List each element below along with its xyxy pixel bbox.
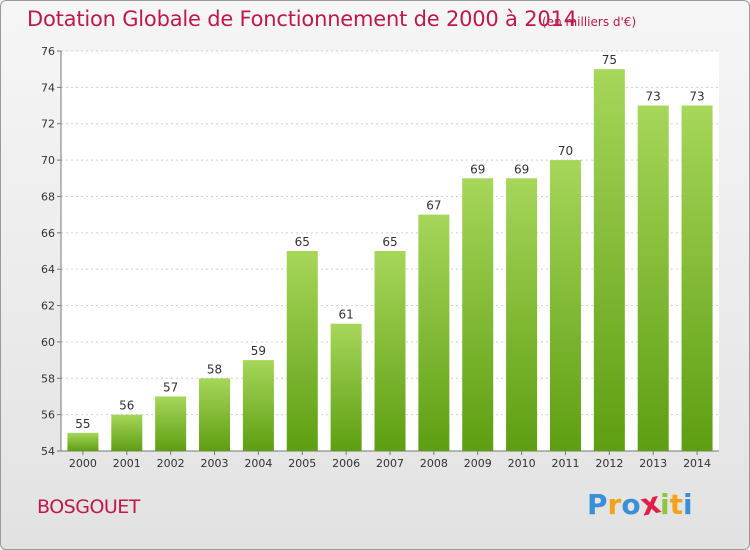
bar-2008: [418, 214, 450, 451]
value-label-2005: 65: [295, 235, 310, 249]
y-tick-label: 74: [41, 81, 55, 94]
x-tick-label-2012: 2012: [595, 457, 623, 470]
brand-letter: r: [607, 488, 622, 521]
y-tick-label: 54: [41, 445, 55, 458]
value-label-2013: 73: [646, 90, 661, 104]
x-tick-label-2001: 2001: [113, 457, 141, 470]
y-tick-label: 60: [41, 336, 55, 349]
value-label-2014: 73: [689, 90, 704, 104]
bar-2007: [374, 251, 406, 451]
y-tick-label: 66: [41, 227, 55, 240]
x-tick-label-2011: 2011: [551, 457, 579, 470]
value-label-2002: 57: [163, 380, 178, 394]
y-tick-label: 56: [41, 409, 55, 422]
x-tick-label-2003: 2003: [201, 457, 229, 470]
value-label-2000: 55: [75, 417, 90, 431]
y-tick-label: 62: [41, 300, 55, 313]
x-tick-label-2006: 2006: [332, 457, 360, 470]
value-label-2004: 59: [251, 344, 266, 358]
x-tick-label-2004: 2004: [244, 457, 272, 470]
value-label-2006: 61: [338, 308, 353, 322]
value-label-2012: 75: [602, 53, 617, 67]
bar-2010: [506, 178, 538, 452]
value-label-2009: 69: [470, 162, 485, 176]
bar-2012: [593, 69, 625, 451]
bar-2004: [242, 360, 274, 451]
value-label-2001: 56: [119, 399, 134, 413]
value-label-2011: 70: [558, 144, 573, 158]
value-label-2007: 65: [382, 235, 397, 249]
commune-name: BOSGOUET: [37, 496, 140, 518]
y-tick-label: 64: [41, 263, 55, 276]
x-tick-label-2005: 2005: [288, 457, 316, 470]
x-tick-label-2010: 2010: [508, 457, 536, 470]
bar-2003: [199, 378, 231, 451]
bar-2002: [155, 396, 187, 451]
bar-2011: [549, 160, 581, 451]
x-tick-label-2002: 2002: [157, 457, 185, 470]
x-tick-label-2014: 2014: [683, 457, 711, 470]
brand-letter: P: [587, 488, 608, 521]
proxiti-logo: Proxiti: [587, 485, 693, 523]
bar-2009: [462, 178, 494, 452]
value-label-2003: 58: [207, 362, 222, 376]
brand-letter: o: [621, 488, 641, 521]
bar-2006: [330, 323, 362, 451]
bar-2013: [637, 105, 669, 451]
x-tick-label-2008: 2008: [420, 457, 448, 470]
y-tick-label: 70: [41, 154, 55, 167]
y-tick-label: 76: [41, 45, 55, 58]
bar-2001: [111, 414, 143, 451]
value-label-2008: 67: [426, 199, 441, 213]
x-tick-label-2007: 2007: [376, 457, 404, 470]
brand-letter: i: [682, 488, 693, 521]
x-tick-label-2000: 2000: [69, 457, 97, 470]
bar-2005: [286, 251, 318, 451]
brand-letter: i: [659, 488, 670, 521]
value-label-2010: 69: [514, 162, 529, 176]
y-tick-label: 58: [41, 372, 55, 385]
bar-2000: [67, 432, 99, 451]
y-tick-label: 72: [41, 118, 55, 131]
y-tick-label: 68: [41, 190, 55, 203]
bar-2014: [681, 105, 713, 451]
chart-title: Dotation Globale de Fonctionnement de 20…: [27, 7, 577, 31]
chart-subtitle: (en milliers d'€): [542, 15, 637, 29]
x-tick-label-2009: 2009: [464, 457, 492, 470]
x-tick-label-2013: 2013: [639, 457, 667, 470]
brand-letter: t: [669, 488, 683, 521]
